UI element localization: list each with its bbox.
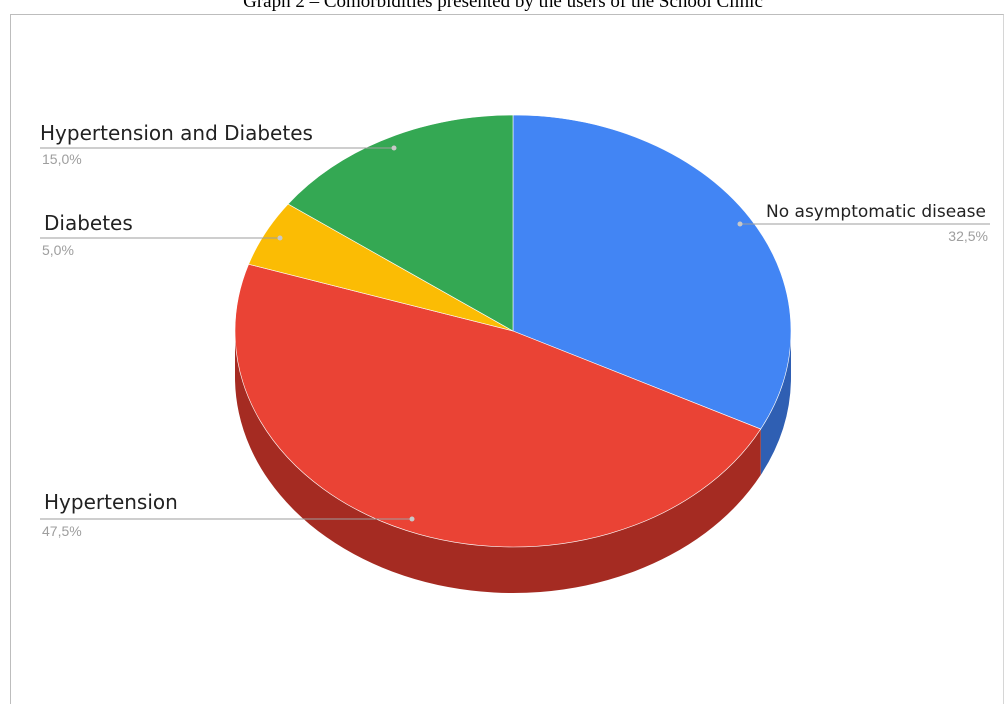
slice-hypertension [234,263,762,548]
chart-frame [10,14,1004,704]
leader-dot-no-asymptomatic-disease [737,221,743,227]
leader-lines [40,145,990,522]
leader-dot-hypertension [409,516,415,522]
slice-value-hypertension-and-diabetes: 15,0% [42,151,82,167]
slice-hypertension-and-diabetes [287,114,514,332]
slice-label-no-asymptomatic-disease: No asymptomatic disease [766,202,986,222]
slice-labels: No asymptomatic disease 32,5% Hypertension… [40,121,988,539]
slice-side-no-asymptomatic-disease [760,331,791,476]
pie-slices [234,114,792,548]
leader-dot-diabetes [277,235,283,241]
slice-label-diabetes: Diabetes [44,211,133,235]
slice-value-hypertension: 47,5% [42,523,82,539]
slice-value-diabetes: 5,0% [42,242,74,258]
slice-label-hypertension-and-diabetes: Hypertension and Diabetes [40,121,313,145]
slice-label-hypertension: Hypertension [44,490,178,514]
slice-no-asymptomatic-disease [512,114,792,430]
leader-dot-hypertension-and-diabetes [391,145,397,151]
chart-title: Graph 2 – Comorbidities presented by the… [243,0,763,12]
slice-value-no-asymptomatic-disease: 32,5% [948,228,988,244]
